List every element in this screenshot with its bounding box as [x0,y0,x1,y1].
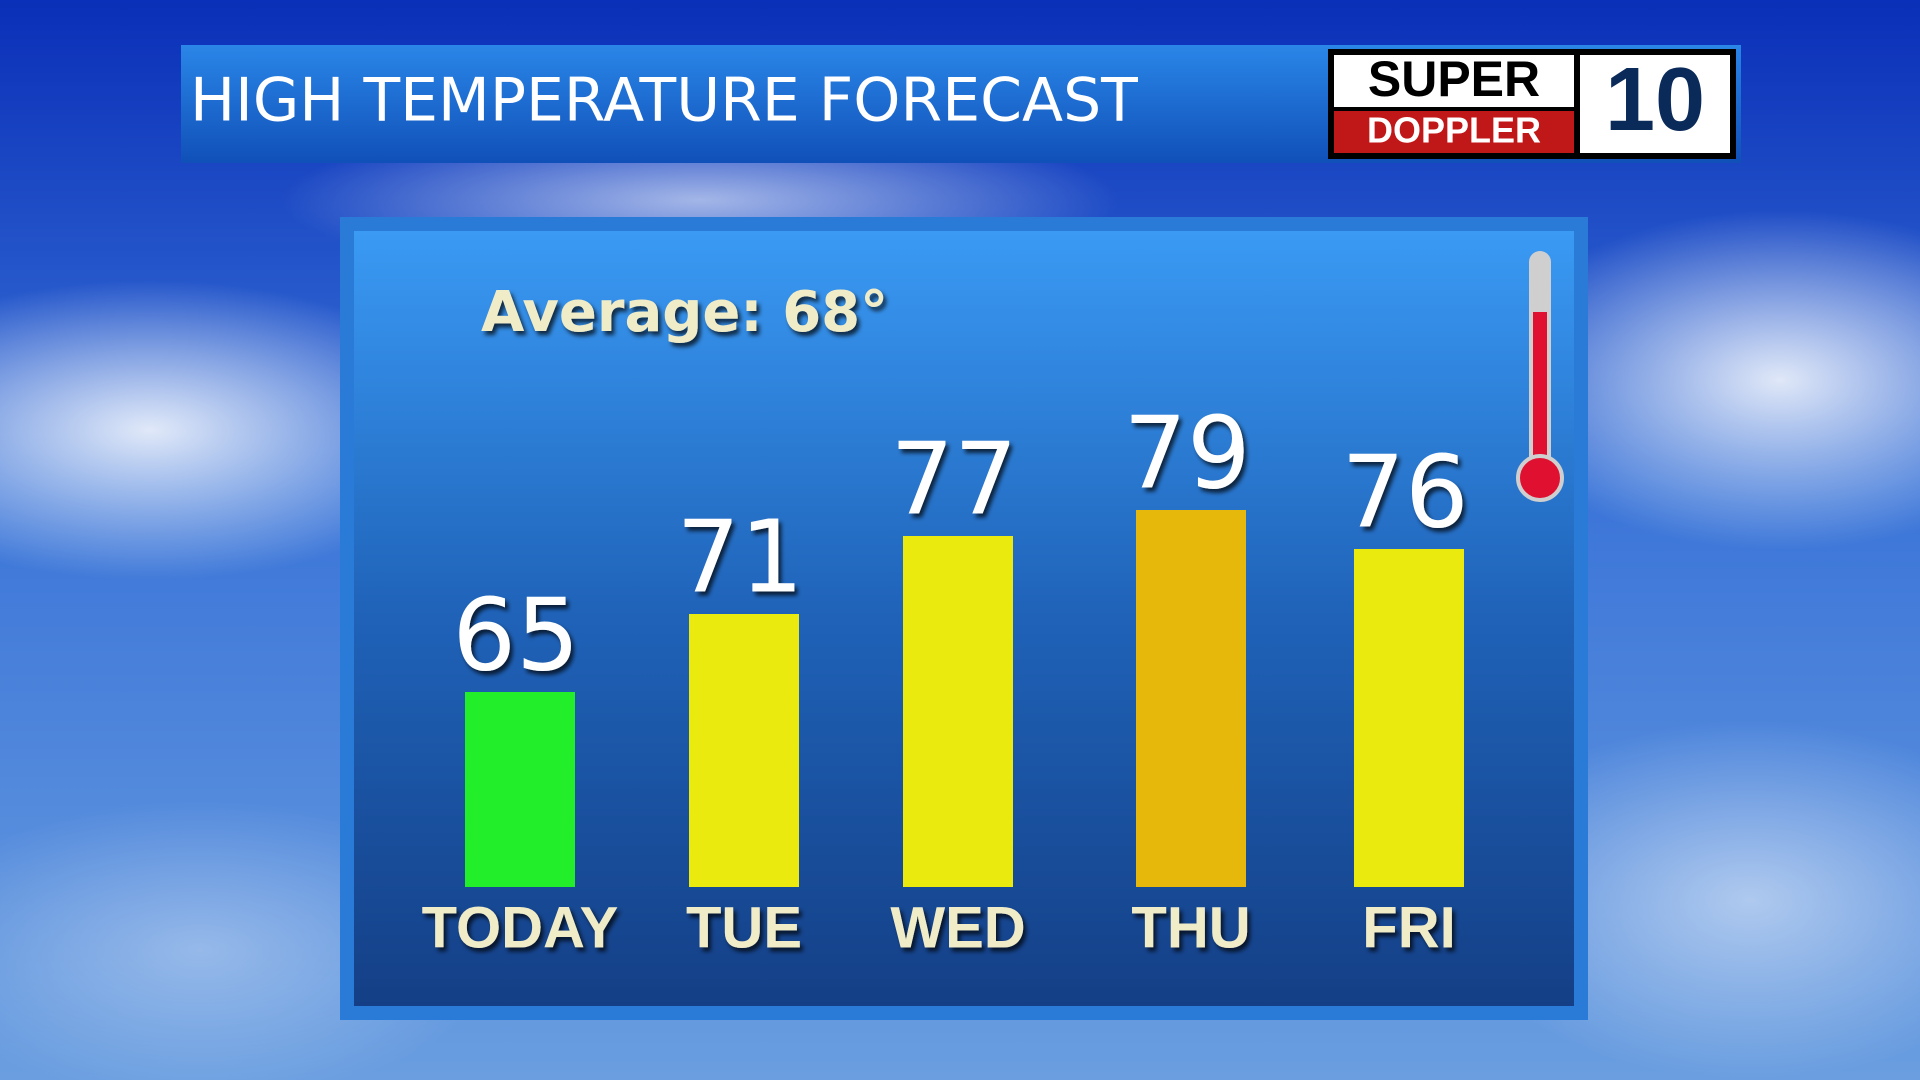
value-label: 71 [676,498,803,615]
value-label: 79 [1123,394,1250,511]
bar [1136,510,1246,887]
logo-number: 10 [1605,50,1705,150]
bar [903,536,1013,887]
value-label: 65 [452,576,579,693]
bar [1354,549,1464,887]
bar-group: 65 TODAY 71 TUE 77 WED 79 THU 76 FRI [422,394,1469,960]
logo-top [1334,55,1574,107]
logo-line2: DOPPLER [1367,110,1541,151]
category-label: FRI [1362,895,1455,960]
category-label: TUE [686,895,802,960]
logo: SUPER DOPPLER 10 [1328,49,1736,159]
chart-title: HIGH TEMPERATURE FORECAST [190,66,1138,136]
logo-number-bg [1580,55,1730,153]
bar [465,692,575,887]
cloud [1480,210,1920,550]
logo-bottom [1334,111,1574,153]
value-label: 76 [1341,433,1468,550]
bar [689,614,799,887]
thermometer-bulb [1516,454,1564,502]
category-label: TODAY [422,895,619,960]
value-label: 77 [890,420,1017,537]
category-label: WED [890,895,1025,960]
category-label: THU [1131,895,1250,960]
thermometer-mercury [1533,312,1547,480]
logo-line1: SUPER [1368,51,1540,107]
thermometer [1516,251,1564,502]
average-annotation: Average: 68° [481,280,888,345]
